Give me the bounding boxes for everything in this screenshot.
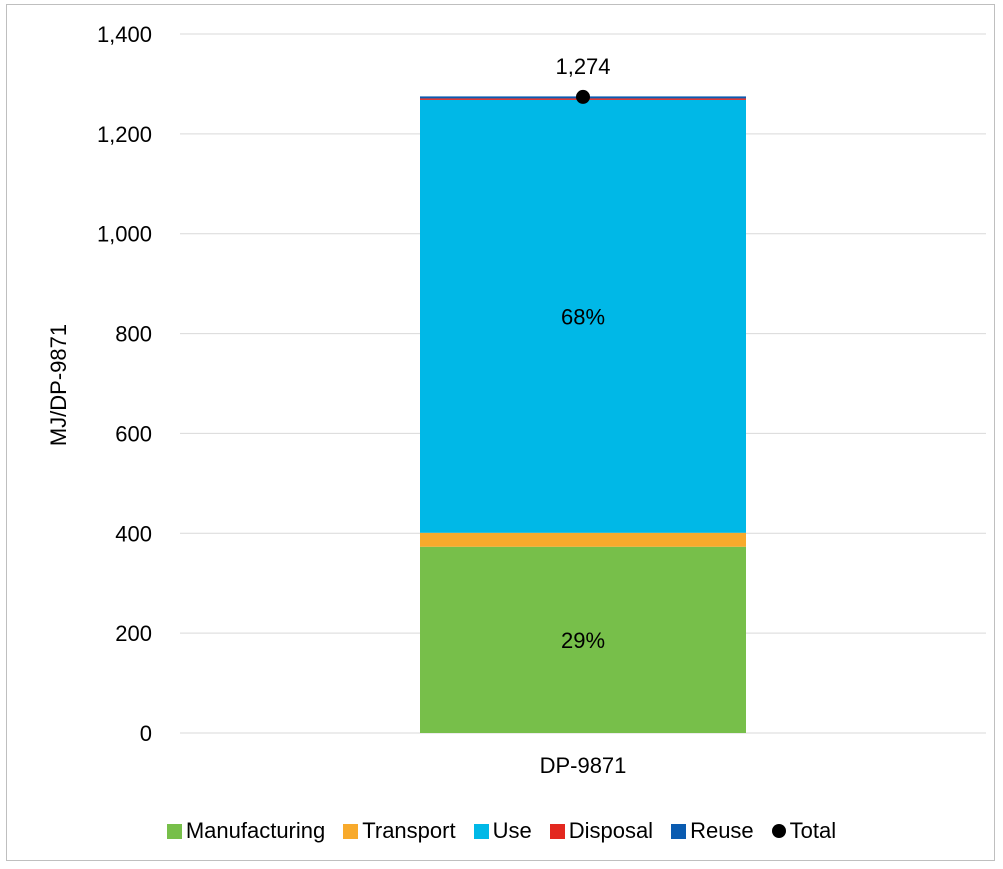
- y-tick-label: 1,000: [97, 222, 152, 247]
- x-tick-label: DP-9871: [540, 753, 627, 778]
- y-tick-label: 200: [115, 621, 152, 646]
- legend-item-total: Total: [771, 818, 837, 844]
- y-tick-label: 0: [140, 721, 152, 746]
- segment-label-use: 68%: [561, 304, 605, 329]
- legend-label: Total: [789, 818, 837, 843]
- legend-swatch: [549, 823, 565, 839]
- bar-segments: [420, 96, 746, 733]
- legend-item-disposal: Disposal: [549, 818, 654, 844]
- legend-swatch: [343, 823, 359, 839]
- legend-swatch: [771, 824, 786, 838]
- legend-item-transport: Transport: [343, 818, 456, 844]
- total-marker: [576, 89, 590, 104]
- legend-label: Use: [492, 818, 532, 843]
- legend: Manufacturing Transport Use Disposal Reuse To…: [0, 816, 1003, 846]
- y-axis-ticks: 0 200 400 600 800 1,000 1,200 1,400: [97, 22, 152, 746]
- legend-label: Transport: [362, 818, 456, 843]
- legend-swatch: [671, 823, 687, 839]
- y-tick-label: 1,200: [97, 122, 152, 147]
- y-tick-label: 400: [115, 521, 152, 546]
- legend-item-use: Use: [473, 818, 532, 844]
- legend-label: Manufacturing: [185, 818, 326, 843]
- legend-item-reuse: Reuse: [671, 818, 754, 844]
- y-tick-label: 1,400: [97, 22, 152, 47]
- legend-label: Reuse: [690, 818, 754, 843]
- y-tick-label: 800: [115, 322, 152, 347]
- legend-label: Disposal: [568, 818, 654, 843]
- legend-item-manufacturing: Manufacturing: [166, 818, 326, 844]
- bar-segment-use: [420, 99, 746, 533]
- legend-swatch: [473, 823, 489, 839]
- x-axis-ticks: DP-9871: [540, 753, 627, 778]
- segment-label-manufacturing: 29%: [561, 628, 605, 653]
- data-labels: 29% 68% 1,274: [555, 54, 610, 653]
- legend-swatch: [166, 823, 182, 839]
- total-label: 1,274: [555, 54, 610, 79]
- bar-segment-manufacturing: [420, 546, 746, 733]
- y-axis-label: MJ/DP-9871: [46, 324, 71, 446]
- bar-segment-transport: [420, 532, 746, 547]
- y-tick-label: 600: [115, 421, 152, 446]
